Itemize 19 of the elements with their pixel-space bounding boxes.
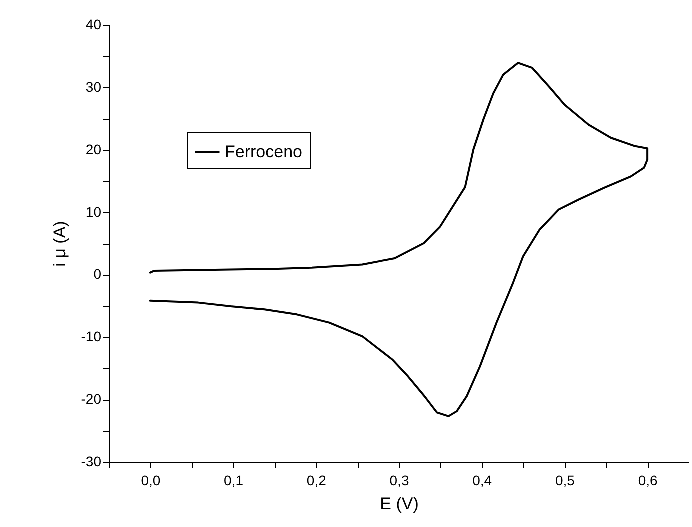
x-tick-label: 0,0 — [141, 472, 161, 488]
y-tick-label: 10 — [86, 204, 102, 220]
legend-label: Ferroceno — [225, 142, 302, 162]
y-tick-label: 30 — [86, 78, 102, 95]
x-tick-label: 0,5 — [555, 472, 576, 488]
x-tick-label: 0,6 — [638, 472, 658, 488]
y-tick-label: 0 — [94, 266, 102, 282]
x-tick-label: 0,1 — [224, 472, 244, 488]
line-series — [149, 62, 649, 418]
x-tick-label: 0,3 — [390, 472, 410, 488]
y-tick-label: -30 — [81, 454, 102, 470]
y-axis-title: i μ (A) — [50, 221, 70, 267]
x-tick-label: 0,4 — [472, 472, 492, 488]
y-tick-label: -20 — [81, 391, 102, 408]
y-tick-label: -10 — [81, 328, 102, 345]
x-axis-title: E (V) — [380, 494, 419, 514]
x-tick-label: 0,2 — [306, 472, 327, 488]
y-tick-label: 40 — [86, 16, 102, 32]
y-tick-label: 20 — [86, 141, 102, 158]
